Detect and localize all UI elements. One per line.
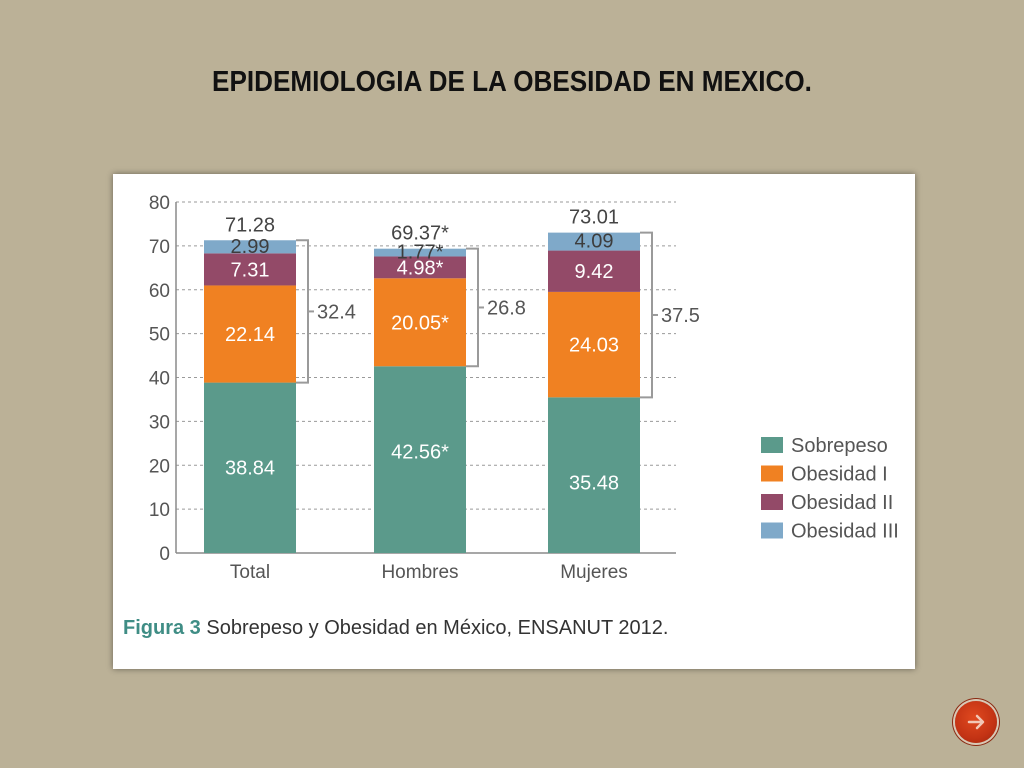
legend-label: Obesidad III <box>791 521 899 543</box>
bar-segment <box>374 278 466 367</box>
data-label: 42.56* <box>391 441 449 463</box>
data-label: 7.31 <box>231 259 270 281</box>
bar-segment <box>204 382 296 553</box>
y-tick-label: 0 <box>159 544 170 565</box>
y-tick-label: 30 <box>149 412 170 433</box>
x-tick-label: Total <box>230 562 270 583</box>
x-tick-label: Hombres <box>381 562 458 583</box>
y-tick-label: 60 <box>149 281 170 302</box>
legend-label: Obesidad II <box>791 492 893 514</box>
legend-swatch <box>761 437 783 453</box>
bar-segment <box>204 285 296 383</box>
data-label: 22.14 <box>225 324 275 346</box>
bar-segment <box>548 397 640 553</box>
figure-card: 0 10 20 30 40 50 60 70 80 38.84 22.14 7.31 2.99 71.28… <box>113 174 915 669</box>
x-tick-label: Mujeres <box>560 562 628 583</box>
legend-label: Sobrepeso <box>791 435 888 457</box>
obesity-total-label: 32.4 <box>317 301 356 323</box>
total-label: 69.37* <box>391 223 449 245</box>
figure-caption: Figura 3 Sobrepeso y Obesidad en México,… <box>123 617 668 640</box>
y-tick-label: 10 <box>149 500 170 521</box>
obesity-total-label: 26.8 <box>487 297 526 319</box>
stacked-bar-chart: 0 10 20 30 40 50 60 70 80 38.84 22.14 7.312.9971.28… <box>149 193 899 583</box>
data-label: 1.77* <box>397 242 444 264</box>
legend-swatch <box>761 494 783 510</box>
total-label: 73.01 <box>569 207 619 229</box>
bar-segment <box>548 232 640 251</box>
data-label: 9.42 <box>575 261 614 283</box>
bar-segment <box>374 366 466 553</box>
data-label: 4.09 <box>575 231 614 253</box>
data-label: 20.05* <box>391 312 449 334</box>
obesity-bracket <box>296 239 309 384</box>
data-label: 38.84 <box>225 458 275 480</box>
legend-swatch <box>761 465 783 482</box>
next-slide-button[interactable] <box>955 701 997 743</box>
obesity-bracket <box>466 247 479 368</box>
arrow-right-icon <box>967 714 985 730</box>
obesity-total-label: 37.5 <box>661 305 700 327</box>
total-label: 71.28 <box>225 214 275 236</box>
bar-segment <box>204 240 296 254</box>
bar-segment <box>204 253 296 286</box>
y-tick-label: 40 <box>149 369 170 390</box>
bar-segment <box>548 291 640 398</box>
caption-text: Sobrepeso y Obesidad en México, ENSANUT … <box>200 617 669 639</box>
legend-label: Obesidad I <box>791 464 888 486</box>
slide-title: EPIDEMIOLOGIA DE LA OBESIDAD EN MEXICO. <box>212 66 812 98</box>
y-tick-label: 80 <box>149 193 170 214</box>
bar-segment <box>548 250 640 292</box>
obesity-bracket <box>640 231 653 399</box>
caption-label: Figura 3 <box>123 617 201 639</box>
data-label: 24.03 <box>569 335 619 357</box>
bar-segment <box>374 248 466 257</box>
data-label: 4.98* <box>397 257 444 279</box>
legend-swatch <box>761 522 783 539</box>
y-tick-label: 20 <box>149 456 170 477</box>
data-label: 35.48 <box>569 472 619 494</box>
y-tick-label: 50 <box>149 325 170 346</box>
bar-segment <box>374 256 466 279</box>
data-label: 2.99 <box>231 236 270 258</box>
y-tick-label: 70 <box>149 237 170 258</box>
